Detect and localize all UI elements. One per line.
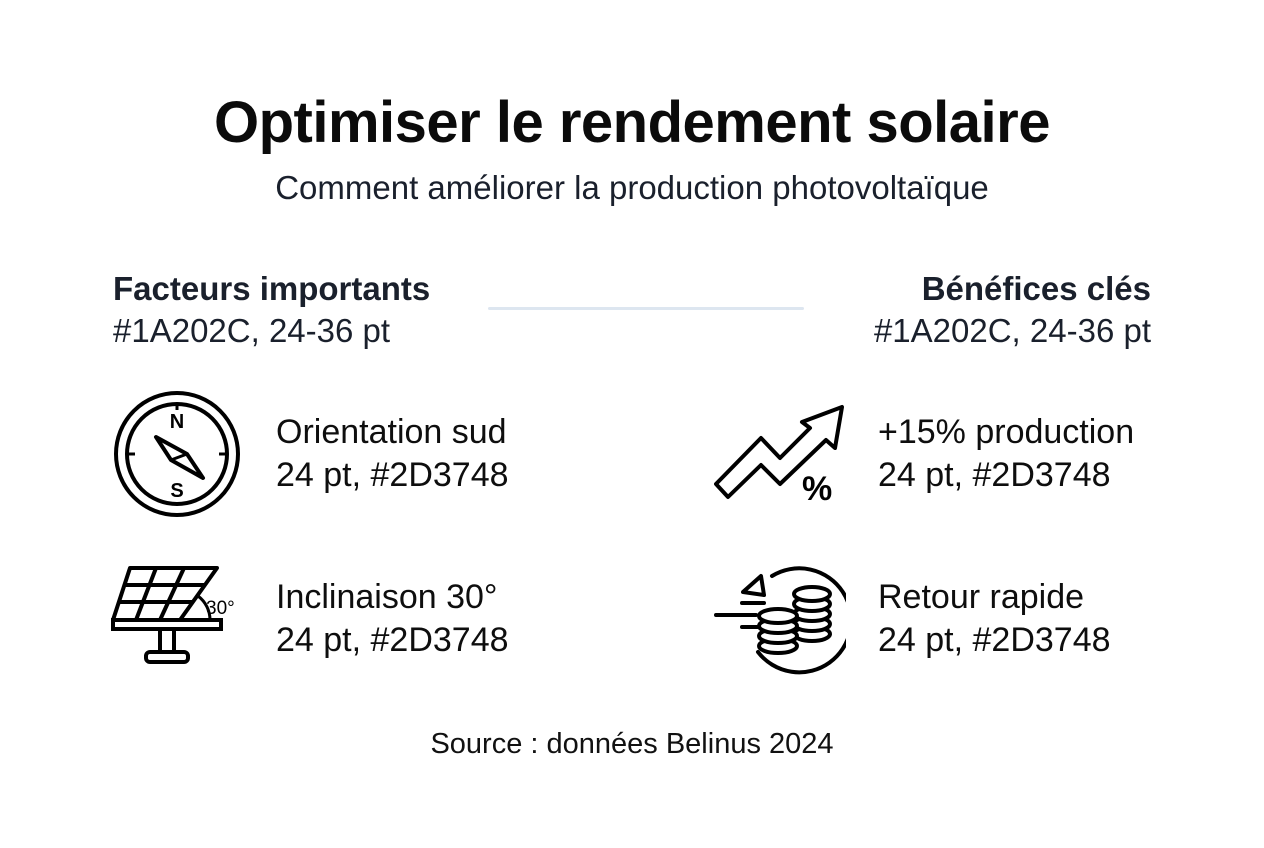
item-spec: 24 pt, #2D3748 xyxy=(878,621,1111,659)
compass-north-label: N xyxy=(170,411,184,433)
item-label: Inclinaison 30° xyxy=(276,578,498,616)
coins-return-icon xyxy=(714,566,846,675)
item-label: Orientation sud xyxy=(276,413,507,451)
factor-item-orientation: N S Orientation sud 24 pt, #2D3748 xyxy=(113,390,553,520)
left-column-spec: #1A202C, 24-36 pt xyxy=(113,312,391,349)
header-divider xyxy=(488,307,804,310)
compass-icon: N S xyxy=(114,391,240,517)
item-spec: 24 pt, #2D3748 xyxy=(878,456,1111,494)
right-column-header: Bénéfices clés #1A202C, 24-36 pt xyxy=(874,268,1151,352)
benefit-item-production: % +15% production 24 pt, #2D3748 xyxy=(714,402,1174,507)
trend-up-percent-icon: % xyxy=(714,405,844,502)
source-note: Source : données Belinus 2024 xyxy=(430,728,834,760)
solar-panel-icon: 30° xyxy=(111,566,235,664)
right-column-heading: Bénéfices clés xyxy=(921,270,1151,307)
page-subtitle: Comment améliorer la production photovol… xyxy=(275,169,989,206)
angle-label: 30° xyxy=(206,598,235,619)
item-spec: 24 pt, #2D3748 xyxy=(276,621,509,659)
item-label: Retour rapide xyxy=(878,578,1085,616)
right-column-spec: #1A202C, 24-36 pt xyxy=(873,312,1151,349)
compass-south-label: S xyxy=(170,480,183,502)
item-label: +15% production xyxy=(878,413,1135,451)
left-column-heading: Facteurs importants xyxy=(113,270,431,307)
left-column-header: Facteurs importants #1A202C, 24-36 pt xyxy=(113,268,430,352)
benefit-item-payback: Retour rapide 24 pt, #2D3748 xyxy=(714,562,1174,677)
factor-item-inclination: 30° Inclinaison 30° 24 pt, #2D3748 xyxy=(110,562,550,677)
page-title: Optimiser le rendement solaire xyxy=(214,90,1050,155)
percent-glyph: % xyxy=(802,470,832,502)
item-spec: 24 pt, #2D3748 xyxy=(276,456,509,494)
